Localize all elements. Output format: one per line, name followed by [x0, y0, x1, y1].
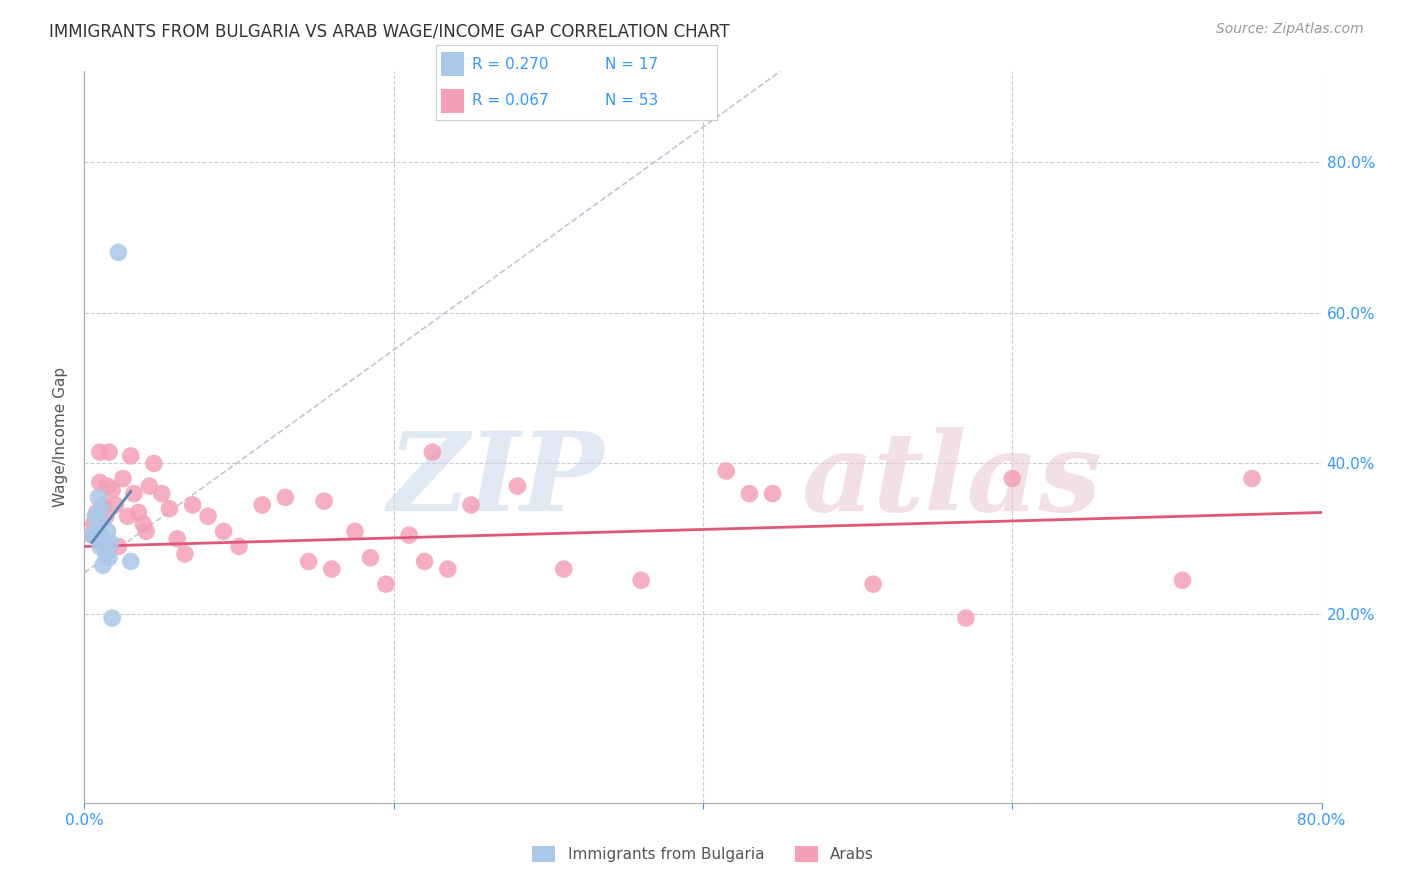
Point: [89, 445, 111, 459]
Point: [138, 479, 160, 493]
Point: [89, 475, 111, 490]
Text: atlas: atlas: [801, 427, 1102, 534]
Text: ZIP: ZIP: [388, 427, 605, 534]
Point: [98, 550, 121, 565]
Point: [86, 506, 108, 520]
Point: [343, 524, 366, 539]
Point: [506, 479, 529, 493]
Point: [374, 577, 398, 591]
Point: [91, 558, 114, 573]
Point: [274, 491, 297, 505]
Point: [112, 471, 135, 485]
Point: [96, 524, 118, 539]
Point: [1001, 471, 1024, 485]
Point: [553, 562, 575, 576]
Point: [127, 506, 149, 520]
Point: [122, 486, 145, 500]
Point: [89, 516, 111, 531]
Point: [159, 501, 180, 516]
Point: [360, 550, 382, 565]
Point: [250, 498, 273, 512]
Y-axis label: Wage/Income Gap: Wage/Income Gap: [53, 367, 69, 508]
Point: [82, 528, 104, 542]
Point: [228, 540, 250, 554]
Point: [150, 486, 173, 500]
Point: [117, 509, 139, 524]
Point: [436, 562, 458, 576]
Text: R = 0.067: R = 0.067: [472, 93, 548, 108]
Text: N = 53: N = 53: [605, 93, 658, 108]
Point: [90, 501, 112, 516]
Point: [398, 528, 420, 542]
Point: [413, 554, 436, 568]
Legend: Immigrants from Bulgaria, Arabs: Immigrants from Bulgaria, Arabs: [526, 840, 880, 868]
Point: [94, 547, 117, 561]
Point: [120, 449, 142, 463]
Text: N = 17: N = 17: [605, 57, 658, 72]
Point: [862, 577, 884, 591]
Point: [143, 457, 166, 471]
Point: [422, 445, 444, 459]
Point: [321, 562, 343, 576]
Point: [312, 494, 335, 508]
Point: [174, 547, 197, 561]
Point: [212, 524, 235, 539]
Point: [91, 498, 114, 512]
Text: R = 0.270: R = 0.270: [472, 57, 548, 72]
Point: [738, 486, 761, 500]
Point: [1171, 574, 1194, 588]
Point: [93, 535, 115, 549]
Point: [197, 509, 219, 524]
Point: [87, 491, 110, 505]
Point: [83, 516, 105, 531]
Point: [297, 554, 319, 568]
Point: [630, 574, 652, 588]
Point: [101, 611, 124, 625]
Text: Source: ZipAtlas.com: Source: ZipAtlas.com: [1216, 22, 1364, 37]
Point: [107, 245, 129, 260]
Point: [82, 528, 104, 542]
Point: [181, 498, 204, 512]
Point: [89, 540, 111, 554]
Point: [135, 524, 157, 539]
Point: [762, 486, 785, 500]
Point: [104, 498, 127, 512]
Point: [96, 479, 118, 493]
Point: [120, 554, 142, 568]
Point: [84, 509, 107, 524]
Point: [107, 540, 129, 554]
Point: [955, 611, 977, 625]
Point: [1240, 471, 1263, 485]
Point: [94, 509, 117, 524]
Point: [460, 498, 482, 512]
Point: [132, 516, 155, 531]
Point: [86, 524, 108, 539]
Point: [100, 535, 122, 549]
Point: [91, 532, 114, 546]
Point: [101, 483, 124, 497]
FancyBboxPatch shape: [441, 52, 464, 77]
FancyBboxPatch shape: [441, 88, 464, 112]
Text: IMMIGRANTS FROM BULGARIA VS ARAB WAGE/INCOME GAP CORRELATION CHART: IMMIGRANTS FROM BULGARIA VS ARAB WAGE/IN…: [49, 22, 730, 40]
Point: [166, 532, 188, 546]
Point: [98, 445, 121, 459]
Point: [714, 464, 737, 478]
